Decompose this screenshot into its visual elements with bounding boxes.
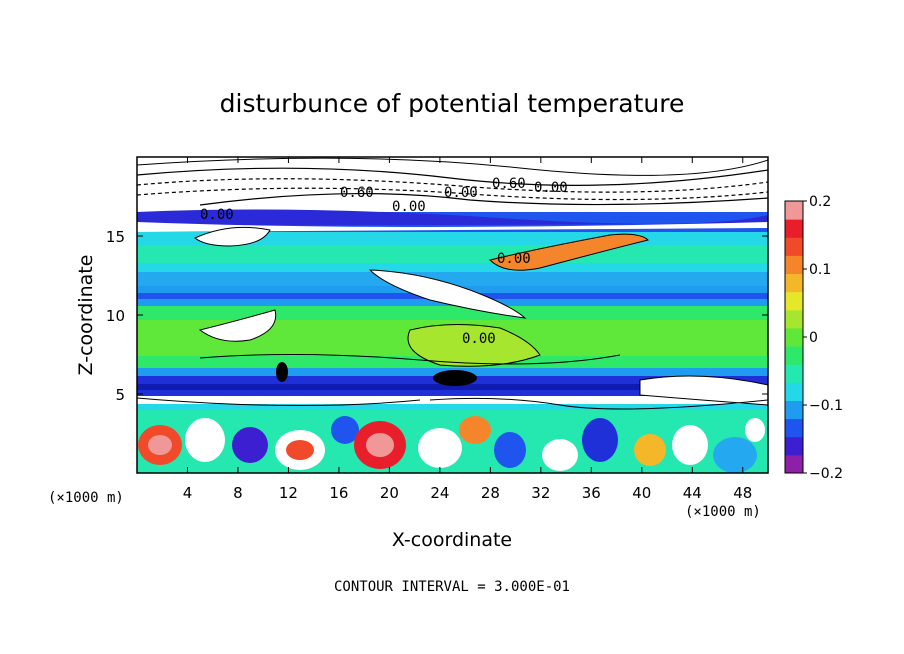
contour-labels: 0.60 0.00 0.00 0.60 0.00 0.00 0.00 0.00	[200, 176, 568, 347]
contour-label: 0.00	[462, 331, 496, 347]
x-tick-label: 28	[481, 484, 500, 502]
x-tick-label: 4	[183, 484, 193, 502]
colorbar-swatch	[785, 418, 803, 438]
colorbar-swatch	[785, 273, 803, 293]
y-tick-label: 10	[106, 307, 125, 325]
colorbar-swatch	[785, 255, 803, 275]
colorbar-swatch	[785, 201, 803, 220]
y-tick-label: 5	[115, 386, 125, 404]
contour-label: 0.00	[200, 207, 234, 223]
colorbar: 0.2 0.1 0 −0.1 −0.2	[784, 194, 843, 482]
colorbar-swatch	[785, 309, 803, 329]
x-tick-label: 8	[233, 484, 243, 502]
x-tick-label: 32	[531, 484, 550, 502]
colorbar-tick-label: −0.1	[809, 398, 843, 414]
colorbar-tick-label: 0.2	[809, 194, 831, 210]
x-axis: 4 8 12 16 20 24 28 32 36 40 44 48	[183, 157, 752, 502]
x-tick-label: 40	[632, 484, 651, 502]
x-tick-label: 20	[380, 484, 399, 502]
mid-anomalies	[194, 226, 768, 406]
x-tick-label: 24	[430, 484, 449, 502]
colorbar-swatch	[785, 237, 803, 256]
colorbar-swatch	[785, 400, 803, 420]
colorbar-swatch	[785, 346, 803, 365]
band-mid-blue	[137, 272, 768, 286]
colorbar-swatch	[785, 454, 803, 474]
colorbar-swatch	[785, 327, 803, 347]
colorbar-swatch	[785, 382, 803, 401]
contour-label: 0.00	[497, 251, 531, 267]
colorbar-swatch	[785, 364, 803, 383]
contour-label: 0.60	[492, 176, 526, 192]
colorbar-tick-label: 0.1	[809, 262, 831, 278]
colorbar-swatch	[785, 291, 803, 311]
contour-label: 0.00	[534, 180, 568, 196]
contour-interval-note: CONTOUR INTERVAL = 3.000E-01	[334, 579, 570, 595]
y-axis-label: Z-coordinate	[75, 255, 97, 376]
band-top-white	[137, 157, 768, 212]
y-axis: 5 10 15	[106, 228, 768, 404]
x-tick-label: 12	[279, 484, 298, 502]
chart-title: disturbunce of potential temperature	[220, 89, 685, 118]
colorbar-tick-label: 0	[809, 330, 818, 346]
x-unit-label-right: (×1000 m)	[685, 504, 761, 520]
x-tick-label: 16	[329, 484, 348, 502]
colorbar-swatch	[785, 436, 803, 456]
y-tick-label: 15	[106, 228, 125, 246]
x-unit-label-left: (×1000 m)	[48, 490, 124, 506]
colorbar-tick-label: −0.2	[809, 466, 843, 482]
colorbar-swatch	[785, 219, 803, 238]
convective-blobs	[138, 416, 765, 473]
x-tick-label: 48	[733, 484, 752, 502]
heatmap-field	[137, 157, 768, 473]
x-tick-label: 44	[683, 484, 702, 502]
x-tick-label: 36	[582, 484, 601, 502]
contour-label: 0.00	[444, 185, 478, 201]
band-boundary-white	[137, 396, 768, 406]
contour-label: 0.60	[340, 185, 374, 201]
x-axis-label: X-coordinate	[392, 529, 512, 551]
contour-label: 0.00	[392, 199, 426, 215]
